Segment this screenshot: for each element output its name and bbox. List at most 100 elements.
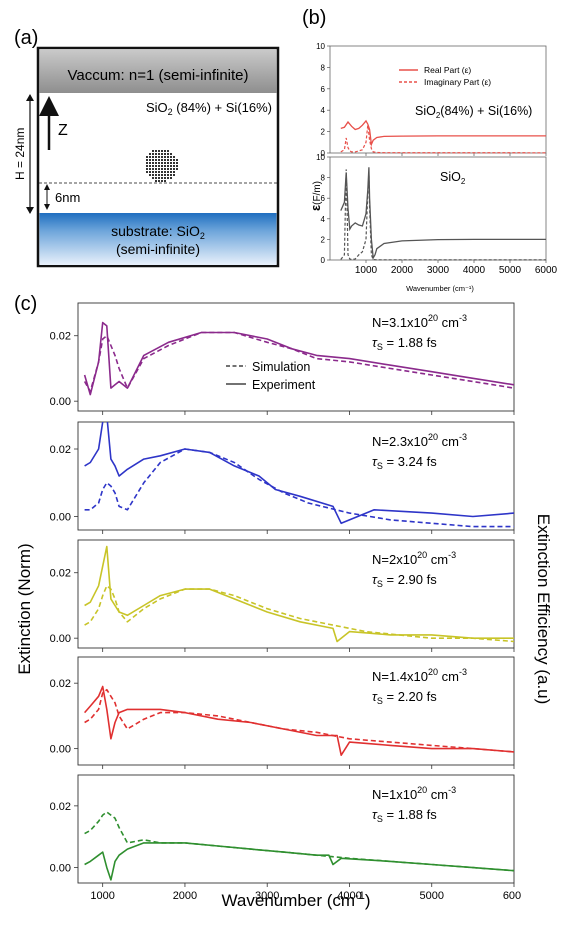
c-tau-label: τS = 2.90 fs [372, 572, 437, 589]
b-top-material-label: SiO2(84%) + Si(16%) [415, 104, 532, 120]
particle-dot [152, 156, 154, 158]
nanoparticle-dots [146, 150, 178, 182]
c-series-line [84, 545, 514, 643]
c-ytick-label: 0.02 [50, 801, 71, 813]
c-density-label: N=3.1x1020 cm-3 [372, 313, 467, 330]
particle-dot [155, 153, 157, 155]
c-series-group [84, 811, 514, 881]
legend-simulation-label: Simulation [252, 360, 310, 374]
particle-dot [170, 162, 172, 164]
particle-dot [152, 174, 154, 176]
particle-dot [170, 168, 172, 170]
particle-dot [149, 171, 151, 173]
panel-b-top-frame [329, 45, 547, 154]
particle-dot [146, 159, 148, 161]
b-ytick-label: 0 [321, 256, 326, 265]
b-series-line [340, 167, 546, 260]
particle-dot [170, 174, 172, 176]
b-ytick-label: 8 [321, 174, 326, 183]
particle-dot [146, 156, 148, 158]
c-series-group [83, 685, 514, 757]
c-density-label: N=2x1020 cm-3 [372, 550, 456, 567]
c-series-line [84, 448, 514, 528]
particle-dot [149, 153, 151, 155]
particle-dot [158, 168, 160, 170]
particle-dot [161, 153, 163, 155]
c-ytick-label: 0.00 [50, 633, 71, 645]
particle-dot [161, 180, 163, 182]
particle-dot [173, 156, 175, 158]
particle-dot [155, 177, 157, 179]
particle-dot [161, 150, 163, 152]
particle-dot [167, 168, 169, 170]
particle-dot [149, 168, 151, 170]
particle-dot [173, 159, 175, 161]
c-tau-label: τS = 1.88 fs [372, 807, 437, 824]
particle-dot [155, 174, 157, 176]
panel-b-bottom-plot [340, 167, 547, 261]
particle-dot [146, 165, 148, 167]
panel-b-label: (b) [302, 7, 326, 29]
b-ytick-label: 0 [321, 149, 326, 158]
substrate-label-2: (semi-infinite) [116, 241, 200, 257]
c-subplot-frame [77, 421, 515, 531]
c-density-label: N=2.3x1020 cm-3 [372, 432, 467, 449]
b-series-line [340, 169, 547, 261]
c-series-line [84, 422, 514, 525]
b-xtick-label: 6000 [535, 265, 558, 276]
c-ytick-label: 0.00 [50, 396, 71, 408]
particle-dot [176, 162, 178, 164]
c-ylabel-right: Extinction Efficiency (a.u) [534, 514, 553, 705]
b-ytick-label: 10 [316, 42, 325, 51]
particle-dot [158, 165, 160, 167]
b-xtick-label: 2000 [391, 265, 414, 276]
c-ytick-label: 0.02 [50, 444, 71, 456]
height-label: H = 24nm [13, 128, 27, 180]
c-series-group [84, 545, 514, 643]
particle-dot [167, 153, 169, 155]
particle-dot [152, 165, 154, 167]
b-ylabel: ε(F/m) [308, 181, 323, 211]
particle-dot [167, 165, 169, 167]
particle-dot [152, 159, 154, 161]
particle-dot [167, 174, 169, 176]
panel-c-label: (c) [14, 293, 37, 315]
c-xlabel: Wavenumber (cm-1) [222, 890, 371, 910]
particle-dot [149, 156, 151, 158]
particle-dot [152, 153, 154, 155]
b-ytick-label: 4 [321, 106, 326, 115]
particle-dot [149, 159, 151, 161]
c-ytick-label: 0.00 [50, 512, 71, 524]
b-ytick-label: 6 [321, 85, 326, 94]
particle-dot [161, 156, 163, 158]
gap-label: 6nm [55, 190, 80, 205]
b-xtick-label: 5000 [499, 265, 522, 276]
panel-b-bottom-frame [329, 156, 547, 261]
panel-b-top-plot [340, 119, 547, 154]
particle-dot [164, 174, 166, 176]
particle-dot [173, 171, 175, 173]
particle-dot [164, 162, 166, 164]
particle-dot [146, 162, 148, 164]
particle-dot [173, 165, 175, 167]
particle-dot [155, 162, 157, 164]
c-xtick-label: 600 [503, 890, 521, 902]
particle-dot [173, 174, 175, 176]
c-xtick-label: 2000 [173, 890, 197, 902]
particle-dot [173, 162, 175, 164]
panel-b: (b) 0 2 4 6 8 10 0 2 4 6 8 10 1000 2000 3000 4000 5000 6… [302, 7, 558, 293]
particle-dot [161, 171, 163, 173]
film-label: SiO2 (84%) + Si(16%) [146, 100, 272, 117]
particle-dot [167, 159, 169, 161]
c-series-line [84, 842, 514, 881]
particle-dot [161, 168, 163, 170]
particle-dot [149, 165, 151, 167]
panel-b-bottom-ticks: 0 2 4 6 8 10 1000 2000 3000 4000 5000 6000 [316, 153, 557, 276]
vacuum-label: Vaccum: n=1 (semi-infinite) [67, 67, 248, 84]
particle-dot [167, 171, 169, 173]
vacuum-layer [39, 50, 277, 93]
particle-dot [164, 165, 166, 167]
particle-dot [152, 150, 154, 152]
legend-real-label: Real Part (ε) [424, 65, 471, 75]
